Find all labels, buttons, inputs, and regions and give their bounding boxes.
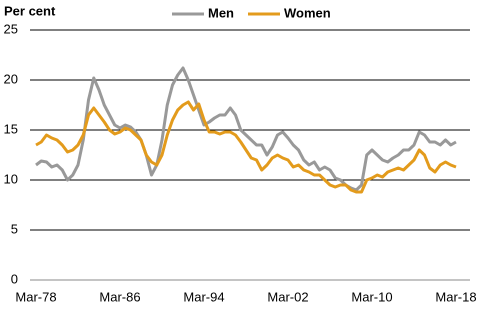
x-tick-label: Mar-78	[15, 289, 56, 304]
y-tick-label: 5	[11, 221, 18, 236]
legend-label: Women	[284, 5, 331, 20]
y-tick-label: 25	[4, 21, 18, 36]
x-tick-label: Mar-94	[183, 289, 224, 304]
y-tick-label: 0	[11, 271, 18, 286]
y-tick-label: 10	[4, 171, 18, 186]
y-tick-label: 15	[4, 121, 18, 136]
data-line	[35, 66, 457, 192]
data-line	[35, 100, 457, 194]
x-tick-label: Mar-10	[351, 289, 392, 304]
x-tick-label: Mar-18	[435, 289, 476, 304]
y-tick-label: 20	[4, 71, 18, 86]
legend-label: Men	[208, 5, 234, 20]
x-tick-label: Mar-86	[99, 289, 140, 304]
y-axis-label: Per cent	[4, 3, 56, 18]
x-tick-label: Mar-02	[267, 289, 308, 304]
